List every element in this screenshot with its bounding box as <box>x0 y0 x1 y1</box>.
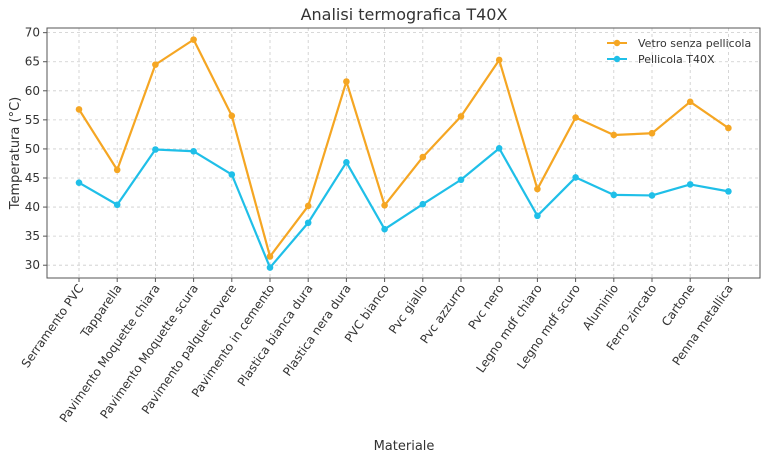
data-point <box>381 202 388 209</box>
y-tick-label: 70 <box>25 26 40 40</box>
data-point <box>495 56 503 64</box>
grid-lines <box>47 28 760 278</box>
data-point <box>304 219 312 227</box>
y-tick-label: 60 <box>25 84 40 98</box>
legend-marker-pellicola <box>613 55 621 63</box>
series-line-0 <box>78 38 730 258</box>
data-point <box>534 185 541 193</box>
data-point <box>75 179 83 186</box>
data-point <box>725 124 732 132</box>
x-tick-label: Pvc nero <box>466 282 507 332</box>
data-point <box>648 129 656 137</box>
data-point <box>190 36 197 43</box>
legend-label-vetro: Vetro senza pellicola <box>638 37 751 50</box>
legend-marker-vetro <box>613 39 621 47</box>
x-tick-label: Aluminio <box>580 282 622 333</box>
data-point <box>725 188 732 195</box>
data-point <box>419 200 427 208</box>
data-point <box>686 98 694 106</box>
y-axis: 30 35 40 45 50 55 60 65 70 <box>25 26 47 272</box>
data-point <box>113 201 121 209</box>
y-axis-label: Temperatura (°C) <box>8 97 23 210</box>
data-point <box>495 145 503 152</box>
data-point <box>152 61 159 68</box>
data-point <box>457 176 465 184</box>
y-tick-label: 30 <box>25 258 40 272</box>
data-point <box>419 153 427 161</box>
series-group <box>75 36 732 271</box>
data-point <box>228 171 236 178</box>
data-point <box>113 166 121 174</box>
data-point <box>381 225 388 233</box>
series-line-1 <box>78 147 729 269</box>
data-point <box>228 112 236 120</box>
y-tick-label: 55 <box>25 113 40 127</box>
data-point <box>266 253 274 260</box>
data-point <box>610 191 618 199</box>
y-tick-label: 65 <box>25 55 40 69</box>
data-point <box>266 264 274 271</box>
x-axis-label: Materiale <box>374 439 435 454</box>
x-tick-label: Serramento PVC <box>19 282 87 371</box>
data-point <box>75 106 83 113</box>
plot-area <box>46 27 761 279</box>
legend-label-pellicola: Pellicola T40X <box>638 53 715 66</box>
data-point <box>457 113 465 120</box>
data-point <box>304 202 312 210</box>
data-point <box>648 192 656 199</box>
data-point <box>686 181 694 188</box>
data-point <box>572 114 579 121</box>
x-tick-label: Cartone <box>659 282 698 329</box>
x-tick-label: Plastica nera dura <box>280 282 354 379</box>
data-point <box>343 78 350 85</box>
data-point <box>534 212 541 220</box>
y-tick-label: 35 <box>25 229 40 243</box>
legend: Vetro senza pellicola Pellicola T40X <box>607 37 751 66</box>
data-point <box>610 131 618 139</box>
data-point <box>190 147 197 155</box>
x-tick-label: Plastica bianca dura <box>235 282 316 389</box>
data-point <box>152 146 159 153</box>
data-point <box>572 174 579 181</box>
y-tick-label: 50 <box>25 142 40 156</box>
chart-title: Analisi termografica T40X <box>301 5 508 24</box>
data-point <box>343 159 350 166</box>
y-tick-label: 40 <box>25 200 40 214</box>
y-tick-label: 45 <box>25 171 40 185</box>
